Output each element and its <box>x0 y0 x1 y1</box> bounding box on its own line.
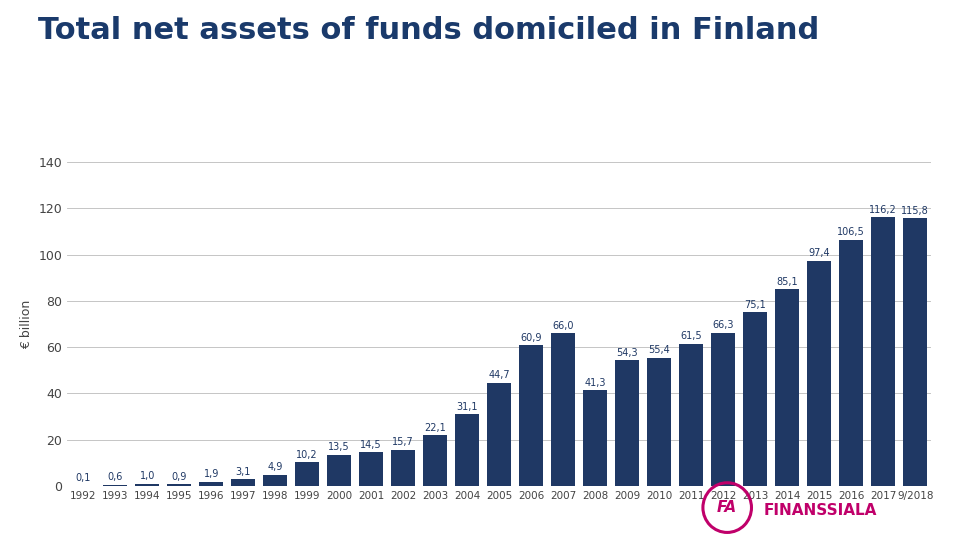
Text: 15,7: 15,7 <box>393 437 414 447</box>
Text: FA: FA <box>717 500 737 515</box>
Text: 60,9: 60,9 <box>520 333 542 343</box>
Bar <box>775 289 799 486</box>
Bar <box>743 312 767 486</box>
Bar <box>391 450 415 486</box>
Y-axis label: € billion: € billion <box>20 299 33 349</box>
Text: 41,3: 41,3 <box>585 378 606 388</box>
Bar <box>583 390 607 486</box>
Text: 116,2: 116,2 <box>870 205 897 215</box>
Text: Total net assets of funds domiciled in Finland: Total net assets of funds domiciled in F… <box>38 16 820 45</box>
Text: 31,1: 31,1 <box>456 402 478 411</box>
Text: 75,1: 75,1 <box>744 300 766 310</box>
Text: 14,5: 14,5 <box>360 440 382 450</box>
Bar <box>711 333 735 486</box>
Bar <box>455 414 479 486</box>
Text: 115,8: 115,8 <box>901 206 929 215</box>
Bar <box>871 217 895 486</box>
Bar <box>903 218 927 486</box>
Bar <box>104 484 127 486</box>
Bar <box>167 484 191 486</box>
Bar <box>519 345 543 486</box>
Bar <box>295 462 319 486</box>
Text: 1,0: 1,0 <box>139 471 155 481</box>
Bar <box>135 484 159 486</box>
Text: 97,4: 97,4 <box>808 248 830 258</box>
Text: 0,9: 0,9 <box>172 471 187 482</box>
Bar <box>679 343 703 486</box>
Bar <box>839 240 863 486</box>
Bar <box>327 455 351 486</box>
Text: 66,3: 66,3 <box>712 320 734 330</box>
Bar <box>423 435 447 486</box>
Text: 66,0: 66,0 <box>552 321 574 331</box>
Text: 4,9: 4,9 <box>268 462 283 472</box>
Bar <box>551 333 575 486</box>
Text: 85,1: 85,1 <box>777 276 798 287</box>
Bar <box>807 261 831 486</box>
Bar <box>231 479 255 486</box>
Bar <box>487 382 511 486</box>
Text: 54,3: 54,3 <box>616 348 638 358</box>
Text: 13,5: 13,5 <box>328 442 350 453</box>
Text: 0,6: 0,6 <box>108 472 123 482</box>
Text: 0,1: 0,1 <box>76 474 91 483</box>
Text: 44,7: 44,7 <box>489 370 510 380</box>
Bar <box>359 453 383 486</box>
Text: 3,1: 3,1 <box>235 467 251 476</box>
Text: 10,2: 10,2 <box>297 450 318 460</box>
Bar <box>200 482 223 486</box>
Text: 61,5: 61,5 <box>681 332 702 341</box>
Bar <box>263 475 287 486</box>
Text: 22,1: 22,1 <box>424 422 446 433</box>
Text: 106,5: 106,5 <box>837 227 865 237</box>
Text: 1,9: 1,9 <box>204 469 219 480</box>
Bar <box>615 360 639 486</box>
Bar <box>647 358 671 486</box>
Text: FINANSSIALA: FINANSSIALA <box>763 503 876 518</box>
Text: 55,4: 55,4 <box>648 346 670 355</box>
